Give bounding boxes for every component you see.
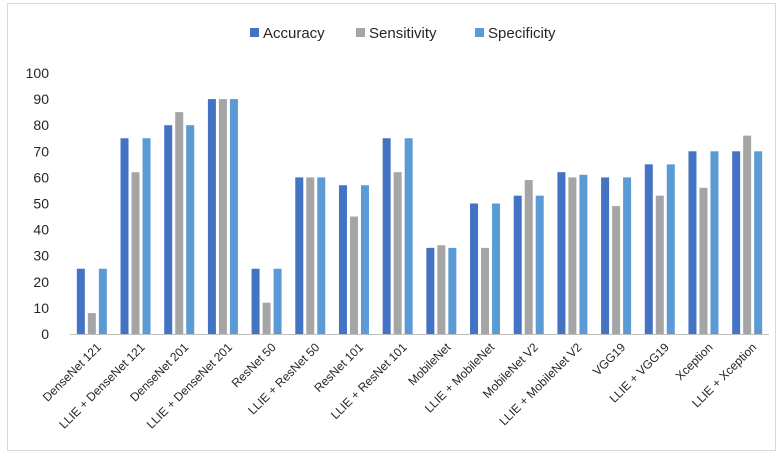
legend-label: Sensitivity — [369, 25, 437, 42]
bar-sensitivity — [612, 206, 621, 334]
bar-accuracy — [644, 164, 653, 334]
category-group — [470, 203, 501, 334]
category-group — [688, 151, 719, 334]
y-tick-label: 10 — [33, 300, 49, 316]
bar-specificity — [666, 164, 675, 334]
bar-sensitivity — [87, 313, 96, 334]
y-tick-label: 60 — [33, 169, 49, 185]
category-group — [382, 138, 413, 334]
legend-swatch — [250, 28, 259, 37]
bar-sensitivity — [699, 187, 708, 334]
bar-accuracy — [120, 138, 129, 334]
bar-sensitivity — [306, 177, 315, 334]
bar-specificity — [579, 174, 588, 334]
category-group — [601, 177, 632, 334]
y-tick-label: 50 — [33, 196, 49, 212]
bar-sensitivity — [481, 247, 490, 334]
bar-specificity — [448, 247, 457, 334]
bar-sensitivity — [131, 172, 140, 334]
x-category-label: Xception — [673, 340, 716, 383]
x-category-label: VGG19 — [590, 340, 628, 378]
legend-label: Specificity — [488, 25, 556, 42]
y-tick-label: 0 — [41, 326, 49, 342]
x-category-label: LLIE + DenseNet 201 — [144, 340, 236, 432]
bar-sensitivity — [218, 99, 227, 334]
bar-specificity — [710, 151, 719, 334]
category-group — [557, 172, 588, 334]
bar-specificity — [492, 203, 501, 334]
x-category-label: LLIE + DenseNet 121 — [56, 340, 148, 432]
y-tick-label: 100 — [26, 65, 50, 81]
y-tick-label: 20 — [33, 274, 49, 290]
y-axis: 0 10 20 30 40 50 60 70 80 90 100 — [26, 65, 50, 342]
x-category-label: LLIE + ResNet 101 — [328, 340, 410, 422]
bar-specificity — [186, 125, 195, 334]
category-group — [295, 177, 326, 334]
bar-accuracy — [382, 138, 391, 334]
bar-specificity — [535, 195, 544, 334]
bar-sensitivity — [349, 216, 358, 334]
bar-accuracy — [164, 125, 173, 334]
legend-swatch — [475, 28, 484, 37]
category-group — [207, 99, 238, 334]
bar-accuracy — [470, 203, 479, 334]
bar-specificity — [98, 268, 107, 334]
bar-sensitivity — [262, 302, 271, 334]
bar-accuracy — [601, 177, 610, 334]
category-group — [426, 245, 457, 334]
x-category-label: LLIE + MobileNet V2 — [497, 340, 585, 428]
category-group — [251, 268, 282, 334]
bar-sensitivity — [743, 135, 752, 334]
bar-specificity — [623, 177, 632, 334]
bar-sensitivity — [393, 172, 402, 334]
bar-accuracy — [295, 177, 304, 334]
bar-accuracy — [688, 151, 697, 334]
legend: Accuracy Sensitivity Specificity — [250, 25, 556, 42]
bar-specificity — [360, 185, 369, 334]
bar-specificity — [317, 177, 326, 334]
bar-accuracy — [207, 99, 216, 334]
y-tick-label: 30 — [33, 248, 49, 264]
category-group — [513, 180, 544, 334]
bar-specificity — [404, 138, 413, 334]
bar-accuracy — [513, 195, 522, 334]
bar-accuracy — [732, 151, 741, 334]
bar-accuracy — [426, 247, 435, 334]
category-group — [120, 138, 151, 334]
category-group — [76, 268, 107, 334]
bar-sensitivity — [524, 180, 533, 334]
bar-specificity — [229, 99, 238, 334]
bar-sensitivity — [655, 195, 664, 334]
y-tick-label: 90 — [33, 91, 49, 107]
category-group — [732, 135, 763, 334]
bars — [76, 99, 763, 335]
bar-specificity — [273, 268, 282, 334]
legend-swatch — [356, 28, 365, 37]
bar-specificity — [142, 138, 151, 334]
category-group — [644, 164, 675, 334]
legend-label: Accuracy — [263, 25, 325, 42]
y-tick-label: 40 — [33, 222, 49, 238]
bar-sensitivity — [568, 177, 577, 334]
bar-accuracy — [251, 268, 260, 334]
bar-sensitivity — [175, 112, 184, 335]
bar-specificity — [754, 151, 763, 334]
bar-sensitivity — [437, 245, 446, 334]
bar-accuracy — [557, 172, 566, 334]
y-tick-label: 70 — [33, 143, 49, 159]
category-group — [338, 185, 369, 334]
y-tick-label: 80 — [33, 117, 49, 133]
bar-accuracy — [338, 185, 347, 334]
bar-accuracy — [76, 268, 85, 334]
category-group — [164, 112, 195, 335]
